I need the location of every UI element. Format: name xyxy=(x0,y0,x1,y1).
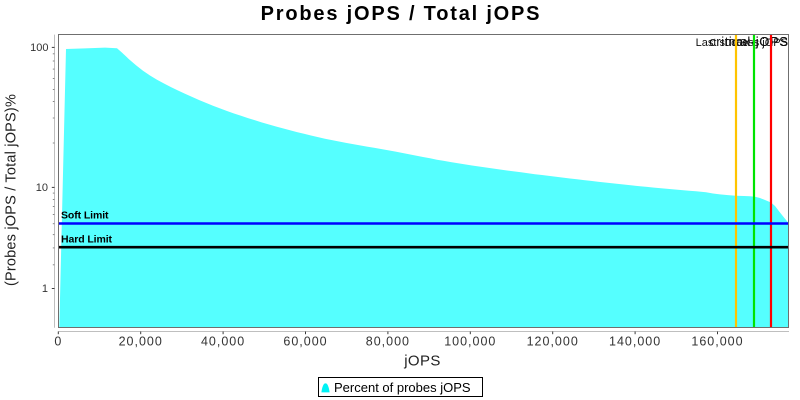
svg-text:0: 0 xyxy=(54,335,62,349)
svg-text:critical-jOPS: critical-jOPS xyxy=(709,34,788,49)
svg-text:Percent of probes jOPS: Percent of probes jOPS xyxy=(334,380,471,395)
svg-text:(Probes jOPS / Total jOPS)%: (Probes jOPS / Total jOPS)% xyxy=(4,94,20,286)
svg-text:20,000: 20,000 xyxy=(119,335,163,349)
svg-text:140,000: 140,000 xyxy=(609,335,661,349)
svg-text:max-jOPS: max-jOPS xyxy=(724,34,788,49)
svg-text:100: 100 xyxy=(30,42,48,54)
svg-text:120,000: 120,000 xyxy=(527,335,579,349)
svg-text:40,000: 40,000 xyxy=(201,335,245,349)
svg-text:10: 10 xyxy=(36,182,48,194)
svg-text:160,000: 160,000 xyxy=(691,335,743,349)
svg-text:jOPS: jOPS xyxy=(403,353,441,370)
svg-text:Last success jOPS: Last success jOPS xyxy=(696,37,788,49)
svg-text:Hard Limit: Hard Limit xyxy=(61,234,113,246)
svg-text:80,000: 80,000 xyxy=(366,335,410,349)
svg-text:Probes jOPS / Total jOPS: Probes jOPS / Total jOPS xyxy=(261,3,542,25)
svg-text:100,000: 100,000 xyxy=(444,335,496,349)
svg-text:60,000: 60,000 xyxy=(283,335,327,349)
svg-text:Soft Limit: Soft Limit xyxy=(61,210,109,222)
svg-text:1: 1 xyxy=(42,283,48,295)
